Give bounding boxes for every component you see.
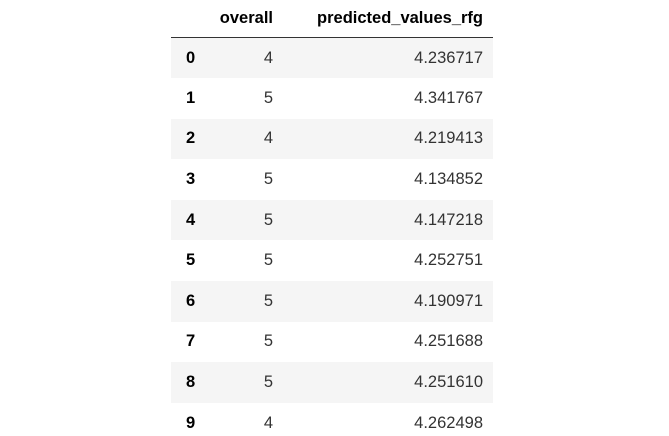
row-index: 4 (186, 210, 196, 229)
predicted-value-cell: 4.252751 (414, 251, 483, 270)
table-row: 4 5 4.147218 (171, 199, 493, 241)
predicted-value-cell: 4.262498 (414, 413, 483, 432)
row-index: 7 (186, 332, 196, 351)
overall-cell: 5 (263, 373, 273, 392)
predicted-value-cell: 4.134852 (414, 170, 483, 189)
row-index: 9 (186, 413, 196, 432)
row-index: 3 (186, 170, 196, 189)
row-index: 2 (186, 129, 196, 148)
row-index: 6 (186, 291, 196, 310)
predicted-value-cell: 4.251610 (414, 373, 483, 392)
overall-cell: 5 (263, 332, 273, 351)
index-header (171, 0, 213, 38)
row-index: 8 (186, 373, 196, 392)
overall-cell: 5 (263, 88, 273, 107)
dataframe-table: overall predicted_values_rfg 0 4 4.23671… (171, 0, 493, 436)
predicted-value-cell: 4.219413 (414, 129, 483, 148)
table-row: 5 5 4.252751 (171, 240, 493, 281)
row-index: 5 (186, 251, 196, 270)
header-row: overall predicted_values_rfg (171, 0, 493, 38)
overall-cell: 4 (263, 129, 273, 148)
overall-cell: 4 (263, 413, 273, 432)
table-row: 9 4 4.262498 (171, 403, 493, 436)
predicted-value-cell: 4.190971 (414, 291, 483, 310)
overall-cell: 5 (263, 210, 273, 229)
predicted-value-cell: 4.251688 (414, 332, 483, 351)
row-index: 0 (186, 48, 196, 67)
table-row: 2 4 4.219413 (171, 118, 493, 160)
table-row: 3 5 4.134852 (171, 159, 493, 200)
table-row: 8 5 4.251610 (171, 362, 493, 403)
column-header-predicted-values-rfg: predicted_values_rfg (273, 0, 493, 38)
table-row: 0 4 4.236717 (171, 37, 493, 79)
table-row: 7 5 4.251688 (171, 322, 493, 363)
overall-cell: 5 (263, 291, 273, 310)
predicted-value-cell: 4.236717 (414, 48, 483, 67)
predicted-value-cell: 4.341767 (414, 88, 483, 107)
table-row: 6 5 4.190971 (171, 281, 493, 322)
table-body: 0 4 4.236717 1 5 4.341767 2 4 4.219413 3… (171, 37, 493, 436)
overall-cell: 5 (263, 170, 273, 189)
table-row: 1 5 4.341767 (171, 78, 493, 119)
column-header-overall: overall (213, 0, 273, 38)
overall-cell: 5 (263, 251, 273, 270)
overall-cell: 4 (263, 48, 273, 67)
predicted-value-cell: 4.147218 (414, 210, 483, 229)
row-index: 1 (186, 88, 196, 107)
